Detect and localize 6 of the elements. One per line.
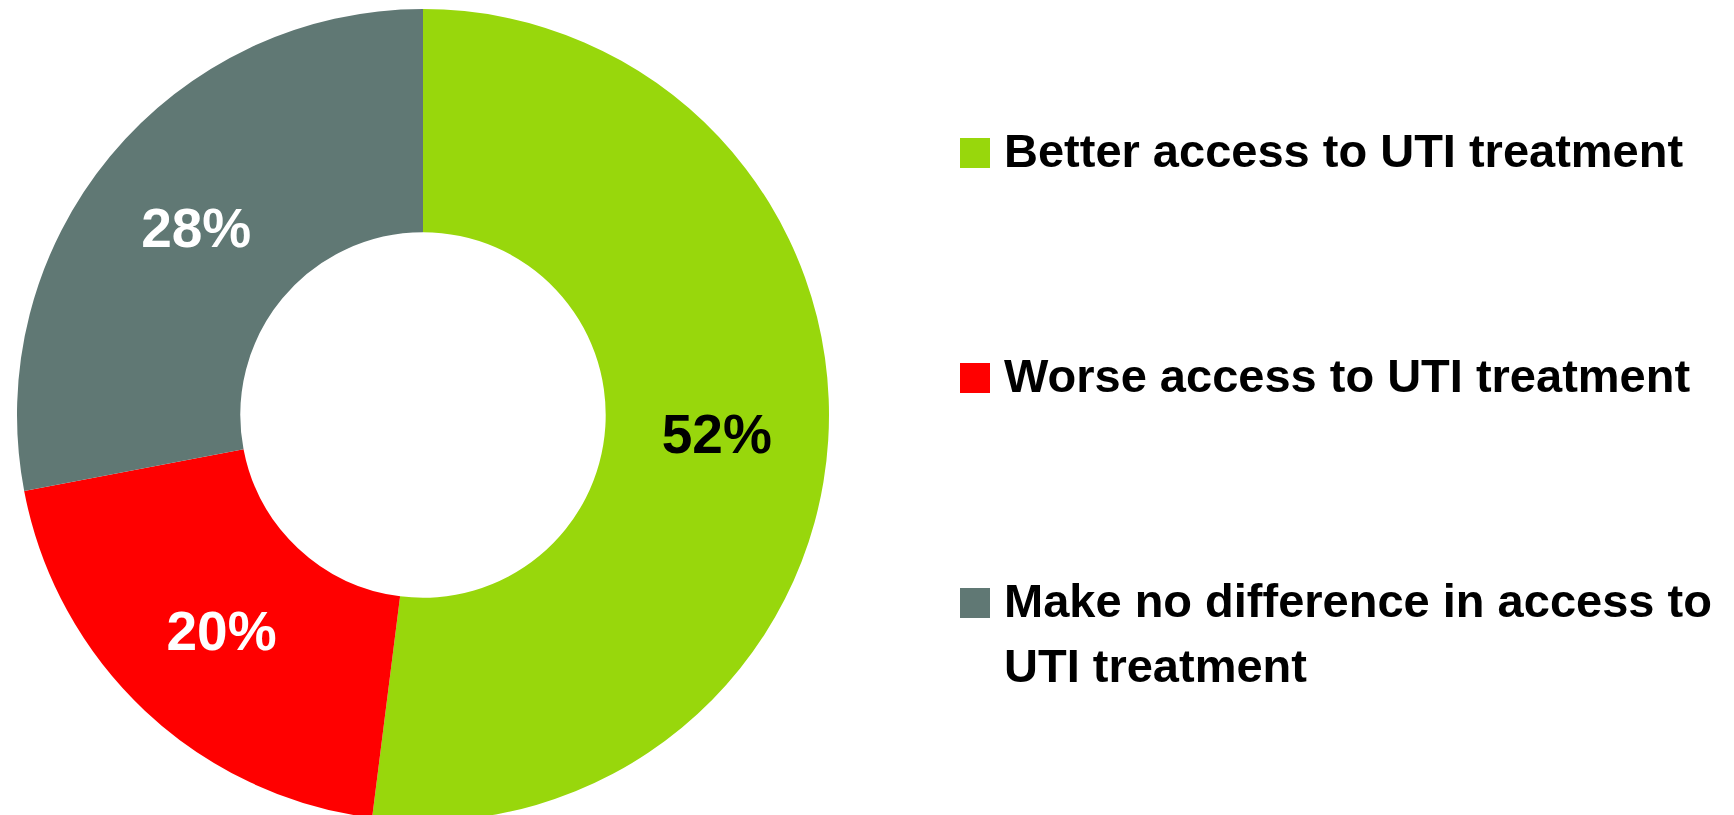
- data-label: 20%: [166, 599, 277, 662]
- legend-label: Make no difference in access to UTI treatment: [1004, 572, 1713, 694]
- legend-label: Worse access to UTI treatment: [1004, 347, 1692, 404]
- data-label: 28%: [141, 197, 252, 260]
- legend-label: Better access to UTI treatment: [1004, 122, 1685, 179]
- data-label: 52%: [661, 403, 772, 466]
